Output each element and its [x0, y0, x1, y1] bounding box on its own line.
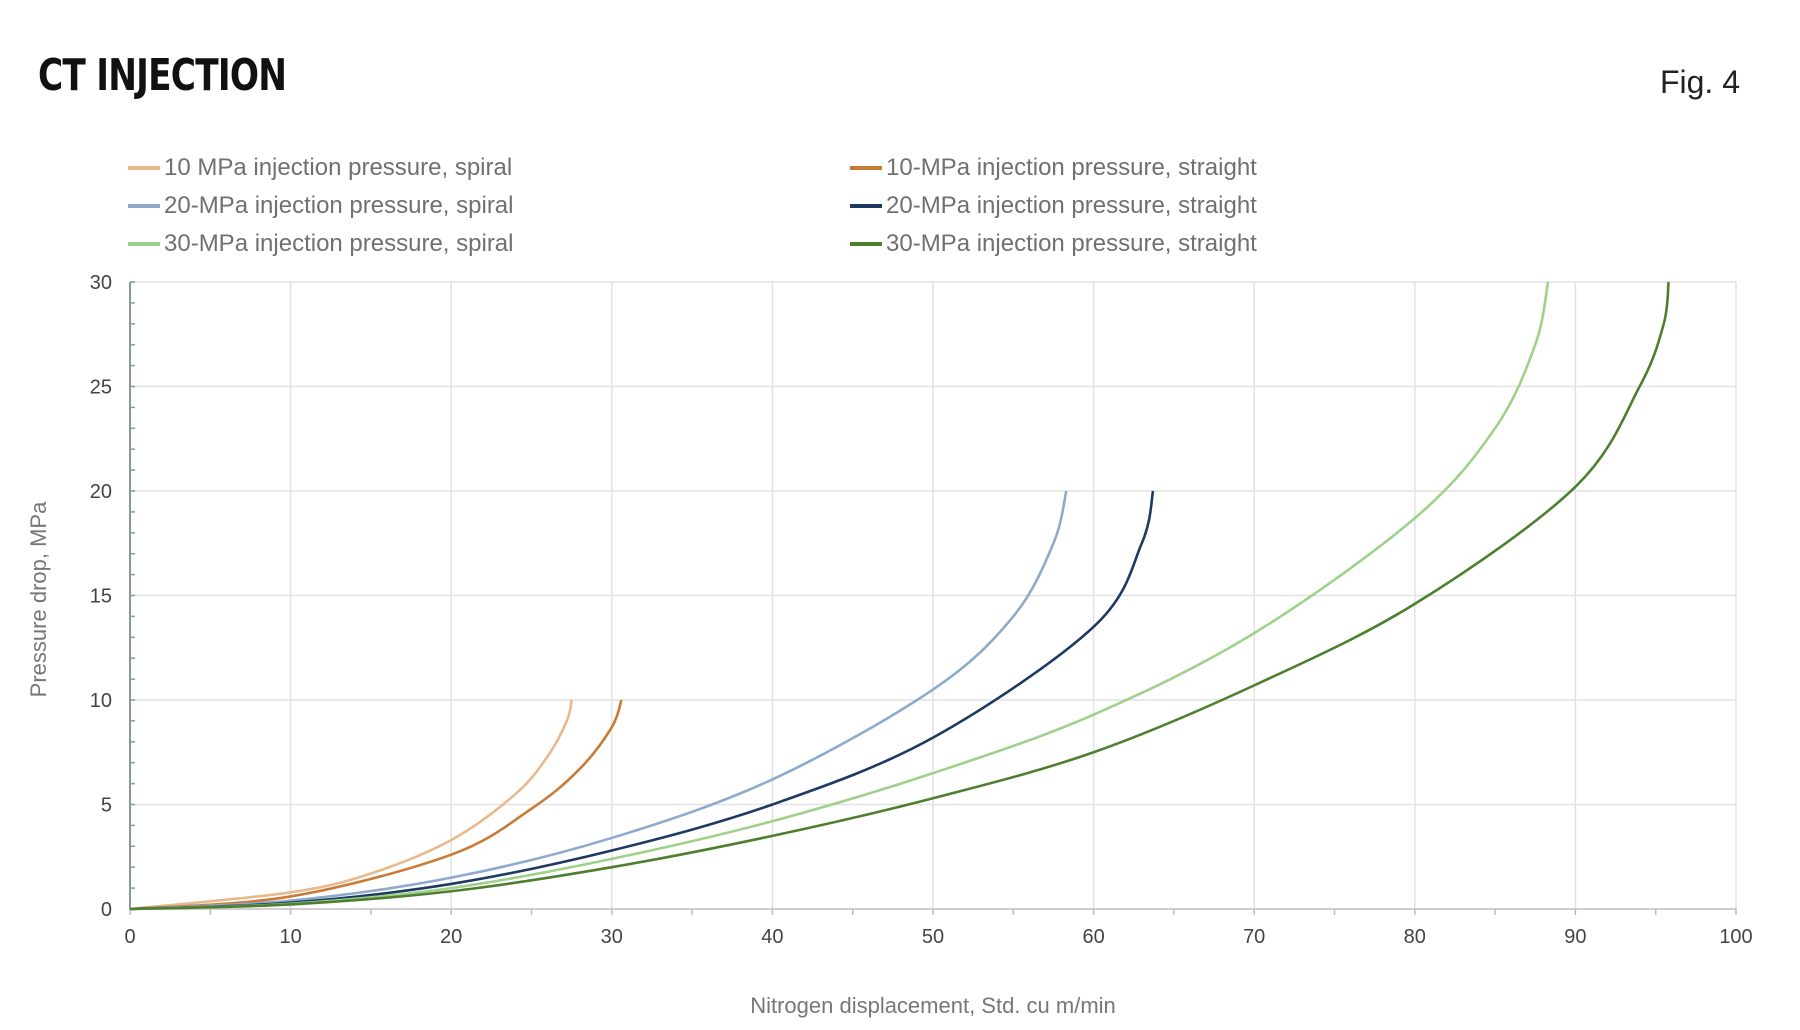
legend-label: 20-MPa injection pressure, straight: [886, 192, 1257, 219]
series-line-4: [129, 490, 1155, 911]
legend-item: 20-MPa injection pressure, spiral: [128, 192, 514, 220]
y-tick-label: 5: [101, 795, 112, 817]
legend-label: 10 MPa injection pressure, spiral: [164, 154, 513, 181]
legend-item: 10 MPa injection pressure, spiral: [128, 154, 512, 182]
legend-label: 20-MPa injection pressure, spiral: [164, 192, 514, 219]
series-line-6: [129, 281, 1670, 911]
x-tick-label: 40: [761, 926, 783, 948]
x-tick-label: 0: [124, 926, 135, 948]
x-tick-label: 90: [1564, 926, 1586, 948]
series-line-5: [129, 281, 1550, 911]
x-axis-label: Nitrogen displacement, Std. cu m/min: [750, 993, 1116, 1018]
x-tick-label: 10: [279, 926, 301, 948]
legend-swatch: [850, 204, 882, 208]
y-tick-label: 20: [90, 481, 112, 503]
legend-item: 30-MPa injection pressure, straight: [850, 230, 1257, 258]
y-axis-label: Pressure drop, MPa: [26, 501, 51, 697]
legend-swatch: [850, 242, 882, 246]
series-line-1: [129, 699, 573, 911]
legend-label: 10-MPa injection pressure, straight: [886, 154, 1257, 181]
x-tick-label: 20: [440, 926, 462, 948]
x-tick-label: 50: [922, 926, 944, 948]
x-tick-label: 80: [1404, 926, 1426, 948]
legend-swatch: [128, 242, 160, 246]
figure-label: Fig. 4: [1659, 64, 1740, 100]
y-tick-label: 10: [90, 690, 112, 712]
chart-title: CT INJECTION: [38, 50, 287, 101]
x-tick-label: 100: [1719, 926, 1752, 948]
y-tick-label: 15: [90, 586, 112, 608]
x-tick-label: 70: [1243, 926, 1265, 948]
legend-item: 20-MPa injection pressure, straight: [850, 192, 1257, 220]
legend-label: 30-MPa injection pressure, spiral: [164, 230, 514, 257]
legend-swatch: [850, 166, 882, 170]
legend-item: 10-MPa injection pressure, straight: [850, 154, 1257, 182]
series-line-2: [129, 699, 623, 911]
x-tick-label: 30: [601, 926, 623, 948]
legend-swatch: [128, 204, 160, 208]
y-tick-label: 0: [101, 899, 112, 921]
x-tick-label: 60: [1082, 926, 1104, 948]
legend-item: 30-MPa injection pressure, spiral: [128, 230, 514, 258]
legend-label: 30-MPa injection pressure, straight: [886, 230, 1257, 257]
series-line-3: [129, 490, 1068, 911]
y-tick-label: 25: [90, 377, 112, 399]
y-tick-label: 30: [90, 272, 112, 294]
legend-swatch: [128, 166, 160, 170]
